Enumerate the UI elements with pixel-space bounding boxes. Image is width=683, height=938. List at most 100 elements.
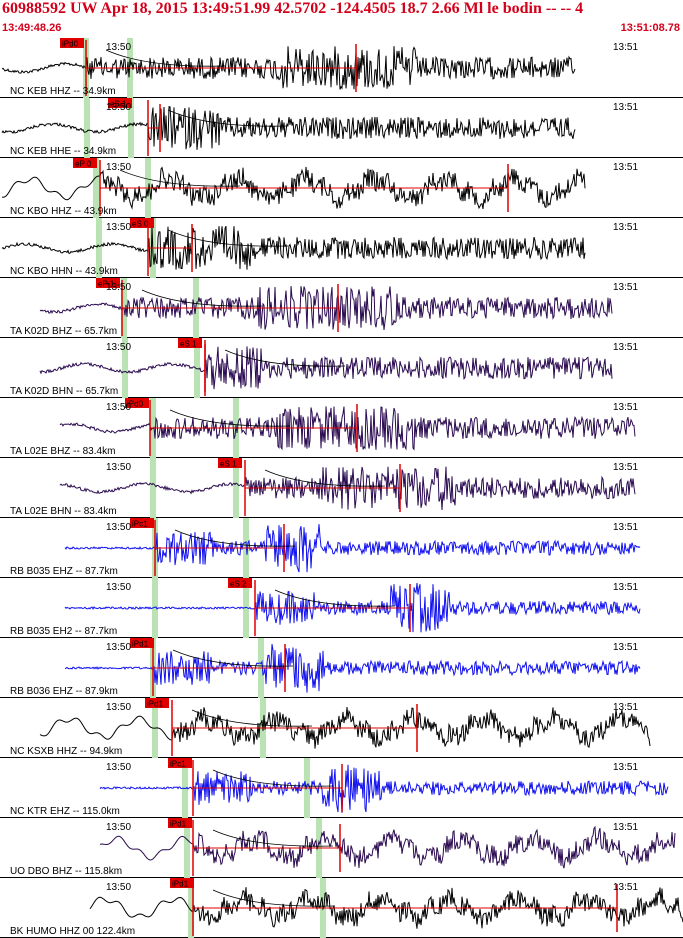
minute-label: 13:51 [613, 462, 638, 473]
pick-label: iPd1 [172, 880, 189, 889]
pick-label-box [130, 518, 154, 528]
minute-label: 13:50 [106, 522, 131, 533]
minute-label: 13:50 [106, 462, 131, 473]
minute-label: 13:50 [106, 642, 131, 653]
pick-label-box [228, 578, 252, 588]
station-label: RB B036 EHZ -- 87.9km [10, 686, 118, 697]
travel-time-curve [167, 229, 289, 247]
p-arrival-marker [152, 578, 158, 638]
minute-label: 13:51 [613, 402, 638, 413]
waveform [64, 583, 641, 633]
header: 60988592 UW Apr 18, 2015 13:49:51.99 42.… [0, 0, 683, 40]
station-label: NC KEB HHZ -- 34.9km [10, 86, 116, 97]
minute-label: 13:51 [613, 582, 638, 593]
minute-label: 13:51 [613, 42, 638, 53]
p-arrival-marker [122, 338, 128, 398]
travel-time-curve [264, 469, 386, 487]
station-label: TA L02E BHZ -- 83.4km [10, 446, 115, 457]
p-arrival-marker [84, 98, 90, 158]
waveform [89, 887, 683, 929]
waveform [39, 346, 613, 390]
minute-label: 13:50 [106, 762, 131, 773]
station-label: UO DBO BHZ -- 115.8km [10, 866, 122, 877]
waveform [59, 406, 636, 451]
travel-time-curve [174, 529, 296, 547]
station-label: NC KBO HHN -- 43.9km [10, 266, 118, 277]
travel-time-curve [105, 49, 227, 67]
trace-row: eS 1 13:50 13:51 TA L02E BHN -- 83.4km [0, 458, 683, 518]
minute-label: 13:51 [613, 282, 638, 293]
travel-time-curve [191, 709, 313, 727]
minute-label: 13:50 [106, 282, 131, 293]
trace-row: iPd0 13:50 13:51 NC KEB HHZ -- 34.9km [0, 38, 683, 98]
pick-label-box [108, 98, 132, 108]
minute-label: 13:51 [613, 342, 638, 353]
pick-label-box [96, 278, 120, 288]
p-arrival-marker [150, 458, 156, 518]
p-arrival-marker [93, 158, 99, 218]
waveform [99, 825, 676, 869]
s-arrival-marker [233, 458, 239, 518]
pick-label-box [218, 458, 242, 468]
minute-label: 13:50 [106, 822, 131, 833]
waveform [64, 524, 641, 573]
minute-label: 13:50 [106, 582, 131, 593]
travel-time-curve [169, 409, 291, 427]
minute-label: 13:50 [106, 342, 131, 353]
travel-time-curve [274, 589, 396, 607]
minute-label: 13:50 [106, 222, 131, 233]
window-start-time: 13:49:48.26 [2, 22, 62, 34]
pick-label-box [145, 698, 169, 708]
waveform [59, 466, 636, 511]
trace-row: iPd1 13:50 13:51 UO DBO BHZ -- 115.8km [0, 818, 683, 878]
minute-label: 13:50 [106, 702, 131, 713]
station-label: RB B035 EHZ -- 87.7km [10, 566, 118, 577]
travel-time-curve [212, 829, 334, 847]
minute-label: 13:51 [613, 642, 638, 653]
pick-label: iPc1 [132, 520, 148, 529]
station-label: NC KTR EHZ -- 115.0km [10, 806, 120, 817]
station-label: TA L02E BHN -- 83.4km [10, 506, 117, 517]
pick-label: eS 1 [110, 100, 127, 109]
trace-row: eP 113:50 13:51 TA K02D BHZ -- 65.7km [0, 278, 683, 338]
trace-row: iPd1 13:50 13:51 BK HUMO HHZ 00 122.4km [0, 878, 683, 938]
travel-time-curve [212, 769, 334, 787]
station-label: RB B035 EH2 -- 87.7km [10, 626, 117, 637]
waveform [99, 764, 669, 813]
pick-label-box [73, 158, 97, 168]
minute-label: 13:51 [613, 882, 638, 893]
minute-label: 13:51 [613, 102, 638, 113]
waveform [39, 706, 651, 749]
pick-label: eS 1 [180, 340, 197, 349]
trace-row: eP 0 13:50 13:51 NC KBO HHZ -- 43.9km [0, 158, 683, 218]
waveform [1, 226, 586, 270]
waveform [39, 286, 613, 331]
minute-label: 13:51 [613, 162, 638, 173]
minute-label: 13:51 [613, 222, 638, 233]
station-label: NC KSXB HHZ -- 94.9km [10, 746, 122, 757]
pick-label: iPd0 [127, 400, 144, 409]
pick-label-box [170, 878, 194, 888]
pick-label-box [168, 758, 192, 768]
waveform [1, 106, 576, 150]
pick-label-box [125, 398, 149, 408]
pick-label: eS 1 [220, 460, 237, 469]
pick-label: eS 0 [132, 220, 149, 229]
p-arrival-marker [188, 878, 194, 938]
station-label: NC KEB HHE -- 34.9km [10, 146, 116, 157]
minute-label: 13:50 [106, 102, 131, 113]
pick-label: eP 0 [75, 160, 92, 169]
minute-label: 13:51 [613, 822, 638, 833]
travel-time-curve [172, 649, 294, 667]
minute-label: 13:50 [106, 882, 131, 893]
pick-label-box [168, 818, 192, 828]
trace-row: eS 113:50 13:51 NC KEB HHE -- 34.9km [0, 98, 683, 158]
waveform [64, 644, 641, 693]
minute-label: 13:50 [106, 42, 131, 53]
window-end-time: 13:51:08.78 [620, 22, 680, 34]
s-arrival-marker [194, 338, 200, 398]
p-arrival-marker [184, 818, 190, 878]
station-label: TA K02D BHZ -- 65.7km [10, 326, 117, 337]
station-label: NC KBO HHZ -- 43.9km [10, 206, 117, 217]
